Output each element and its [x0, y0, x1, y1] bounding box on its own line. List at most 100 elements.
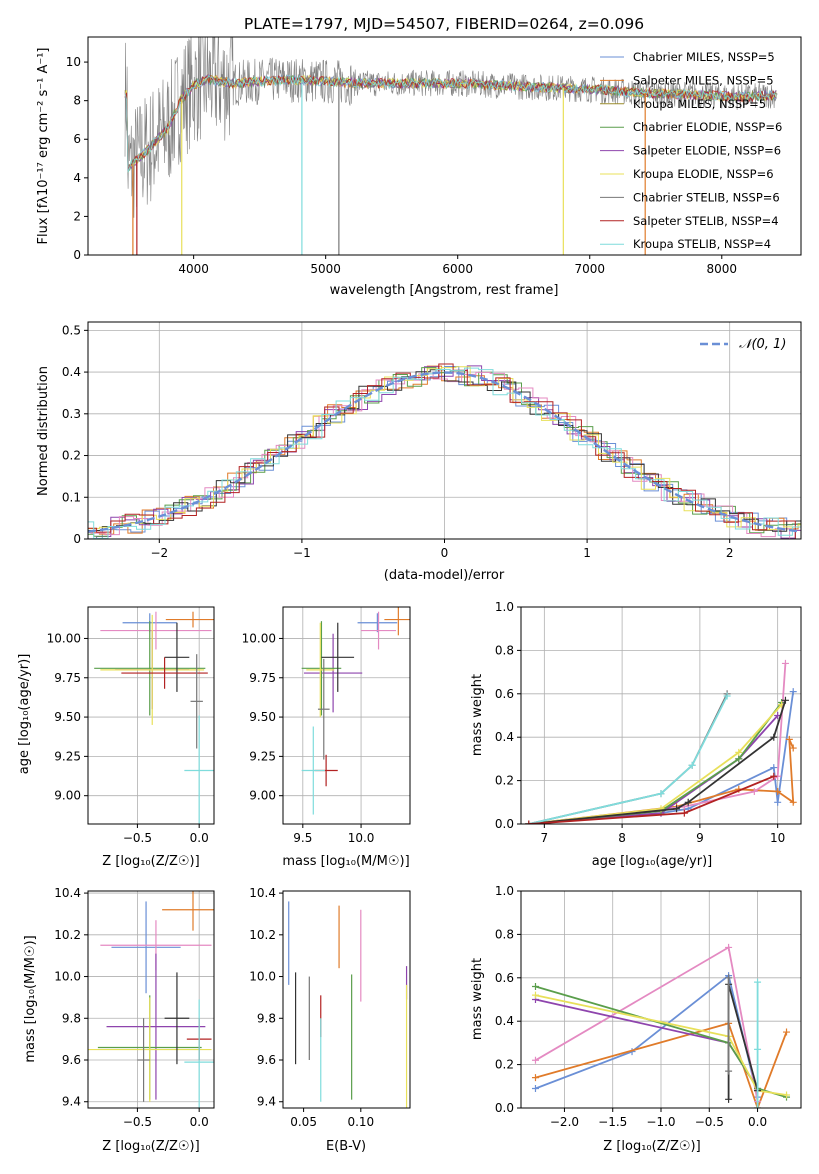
legend-entry: Chabrier ELODIE, NSSP=6: [633, 120, 782, 134]
spectrum-ytick-label: 0: [73, 248, 81, 262]
histogram-ytick-label: 0.5: [62, 323, 81, 337]
mass-weight-point: [774, 798, 782, 806]
histogram-panel: (data-model)/error Normed distribution 𝒩…: [36, 321, 802, 583]
weight_vs_z-ytick-label: 0.0: [495, 1101, 514, 1115]
histogram-ytick-label: 0.2: [62, 449, 81, 463]
mass-weight-vs-age-panel: age [log₁₀(age/yr)] mass weight 7 8 9 10 0.0…: [470, 600, 802, 869]
age_vs_mass-ytick-label: 9.50: [249, 710, 276, 724]
weight_vs_age-plot-area: [525, 659, 797, 824]
mass-weight-point: [725, 943, 733, 951]
weight_vs_age-ytick-label: 0.6: [495, 687, 514, 701]
mass-weight-point: [781, 659, 789, 667]
mass-weight-point: [531, 991, 539, 999]
weight_vs_z-ytick-label: 0.4: [495, 1014, 514, 1028]
mass-weight-point: [754, 1104, 762, 1108]
mass-vs-z-xlabel: Z [log₁₀(Z/Z☉)]: [102, 1139, 199, 1154]
histogram-xtick-label: 0: [441, 546, 449, 560]
mass-weight-point: [657, 790, 665, 798]
age_vs_z-xtick-label: 0.0: [190, 831, 209, 845]
spectrum-ylabel: Flux [fλ10⁻¹⁷ erg cm⁻² s⁻¹ A⁻¹]: [36, 48, 51, 245]
weight_vs_z-xtick-label: −1.5: [598, 1115, 627, 1129]
age-vs-metallicity-panel: Z [log₁₀(Z/Z☉)] age [log₁₀(age/yr)] −0.5…: [17, 606, 215, 869]
age_vs_mass-ytick-label: 9.00: [249, 789, 276, 803]
weight_vs_age-xtick-label: 9: [696, 831, 704, 845]
weight_vs_age-xtick-label: 8: [618, 831, 626, 845]
legend-entry: Chabrier MILES, NSSP=5: [633, 50, 775, 64]
mass-weight-series-line: [528, 691, 795, 824]
weight-vs-z-xlabel: Z [log₁₀(Z/Z☉)]: [603, 1139, 700, 1154]
mass-weight-point: [785, 735, 793, 743]
weight_vs_age-xtick-label: 10: [770, 831, 785, 845]
spectrum-ytick-label: 2: [73, 209, 81, 223]
mass-vs-metallicity-panel: Z [log₁₀(Z/Z☉)] mass [log₁₀(M/M☉)] −0.5 0…: [23, 886, 215, 1154]
mass-weight-point: [531, 982, 539, 990]
mass_vs_ebv-ytick-label: 10.4: [249, 886, 276, 900]
mass-weight-point: [531, 1056, 539, 1064]
age_vs_mass-ytick-label: 9.75: [249, 671, 276, 685]
histogram-xtick-label: 2: [726, 546, 734, 560]
spectrum-panel: PLATE=1797, MJD=54507, FIBERID=0264, z=0…: [36, 15, 802, 298]
mass_vs_z-ytick-label: 10.4: [54, 886, 81, 900]
age_vs_mass-xtick-label: 10.0: [348, 831, 375, 845]
spectrum-ytick-label: 8: [73, 94, 81, 108]
mass-weight-point: [725, 1067, 733, 1075]
mass_vs_z-ytick-label: 9.8: [62, 1011, 81, 1025]
mass-weight-point: [531, 1074, 539, 1082]
mass_vs_ebv-xtick-label: 0.10: [347, 1115, 374, 1129]
mass_vs_ebv-plot-area: [288, 901, 408, 1108]
residual-histogram-series: [88, 365, 801, 539]
spectrum-ytick-label: 4: [73, 171, 81, 185]
mass-weight-point: [680, 809, 688, 817]
mass-weight-point: [531, 1084, 539, 1092]
mass-weight-point: [770, 764, 778, 772]
mass-weight-series-line: [528, 701, 783, 824]
weight_vs_z-ytick-label: 0.6: [495, 971, 514, 985]
legend-entry: Salpeter MILES, NSSP=5: [633, 73, 774, 87]
spectrum-plot-area: [124, 37, 778, 255]
mass-vs-z-ylabel: mass [log₁₀(M/M☉)]: [23, 935, 38, 1062]
age-vs-mass-xlabel: mass [log₁₀(M/M☉)]: [282, 854, 409, 869]
weight-vs-age-ylabel: mass weight: [470, 674, 485, 756]
mass_vs_z-ytick-label: 9.4: [62, 1095, 81, 1109]
histogram-ytick-label: 0.4: [62, 365, 81, 379]
age_vs_mass-ytick-label: 9.25: [249, 749, 276, 763]
histogram-xlabel: (data-model)/error: [384, 568, 505, 583]
legend-entry: Salpeter ELODIE, NSSP=6: [633, 144, 781, 158]
legend-entry: Chabrier STELIB, NSSP=6: [633, 190, 780, 204]
mass-weight-point: [783, 1028, 791, 1036]
weight_vs_z-xtick-label: −2.0: [550, 1115, 579, 1129]
residual-histogram-series: [88, 365, 801, 535]
spectrum-xtick-label: 8000: [707, 262, 738, 276]
mass_vs_z-xtick-label: −0.5: [123, 1115, 152, 1129]
spectrum-xlabel: wavelength [Angstrom, rest frame]: [330, 283, 559, 298]
weight_vs_z-xtick-label: 0.0: [748, 1115, 767, 1129]
legend-entry: Kroupa MILES, NSSP=5: [633, 97, 766, 111]
mass-vs-ebv-xlabel: E(B-V): [326, 1139, 366, 1154]
mass_vs_z-ytick-label: 10.0: [54, 970, 81, 984]
weight_vs_age-ytick-label: 0.0: [495, 817, 514, 831]
weight_vs_z-xtick-label: −0.5: [695, 1115, 724, 1129]
mass-weight-point: [725, 974, 733, 982]
spectrum-xtick-label: 5000: [310, 262, 341, 276]
age_vs_mass-axes-frame: [282, 606, 411, 825]
mass_vs_ebv-xtick-label: 0.05: [290, 1115, 317, 1129]
mass_vs_z-ytick-label: 9.6: [62, 1053, 81, 1067]
spectrum-ytick-label: 6: [73, 132, 81, 146]
model-spectrum-line: [124, 74, 777, 173]
weight_vs_z-plot-area: [531, 943, 791, 1108]
histogram-xtick-label: −2: [150, 546, 168, 560]
mass-weight-series-line: [528, 700, 787, 824]
weight_vs_z-ytick-label: 0.2: [495, 1058, 514, 1072]
legend-entry: Kroupa ELODIE, NSSP=6: [633, 167, 774, 181]
age-vs-z-xlabel: Z [log₁₀(Z/Z☉)]: [102, 854, 199, 869]
weight-vs-age-xlabel: age [log₁₀(age/yr)]: [592, 854, 713, 869]
mass-weight-series-line: [528, 714, 779, 824]
age_vs_z-axes-frame: [87, 606, 215, 825]
age_vs_z-plot-area: [94, 611, 214, 824]
legend-entry: Salpeter STELIB, NSSP=4: [633, 214, 779, 228]
mass_vs_ebv-ytick-label: 9.8: [257, 1011, 276, 1025]
mass_vs_ebv-axes-frame: [282, 890, 411, 1109]
residual-histogram-series: [88, 366, 801, 531]
weight_vs_age-ytick-label: 0.8: [495, 643, 514, 657]
